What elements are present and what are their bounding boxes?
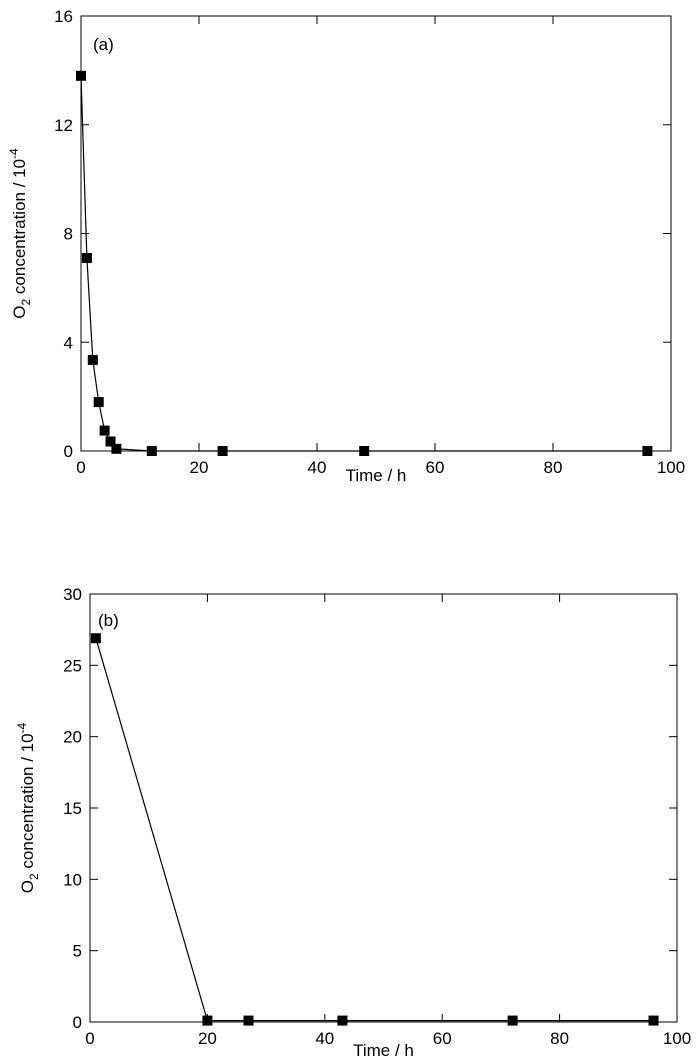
data-point xyxy=(90,633,101,644)
data-point xyxy=(81,252,92,263)
y-axis-label-subscript: 2 xyxy=(27,873,41,880)
y-tick-label: 25 xyxy=(63,656,82,675)
data-point xyxy=(507,1015,518,1026)
y-axis-label: O2 concentration / 10-4 xyxy=(15,722,41,893)
y-tick-label: 0 xyxy=(73,1013,82,1032)
data-point xyxy=(642,446,653,456)
x-tick-label: 40 xyxy=(315,1029,334,1048)
y-tick-label: 30 xyxy=(63,585,82,604)
y-axis-label-superscript: -4 xyxy=(15,722,29,733)
y-tick-label: 20 xyxy=(63,728,82,747)
x-tick-label: 0 xyxy=(85,1029,94,1048)
x-tick-label: 80 xyxy=(544,458,563,477)
data-point xyxy=(105,436,116,447)
series-line xyxy=(80,75,648,452)
plot-frame xyxy=(89,593,678,1023)
y-axis-label: O2 concentration / 10-4 xyxy=(7,148,33,319)
y-tick-label: 0 xyxy=(64,442,73,461)
x-tick-label: 100 xyxy=(663,1029,691,1048)
y-tick-label: 10 xyxy=(63,870,82,889)
data-point xyxy=(359,446,370,456)
x-axis-label: Time / h xyxy=(353,1041,414,1060)
x-tick-label: 0 xyxy=(76,458,85,477)
data-point xyxy=(202,1015,213,1026)
data-point xyxy=(217,446,228,456)
y-tick-label: 8 xyxy=(64,225,73,244)
panel-label: (a) xyxy=(93,35,114,54)
y-tick-label: 15 xyxy=(63,799,82,818)
data-point xyxy=(146,446,157,456)
chart-panel-b: 0 20 40 60 80 100 0 5 10 15 20 25 30 Time / h O2 conce… xyxy=(15,585,691,1060)
y-axis-label-prefix: O xyxy=(18,880,37,893)
data-point xyxy=(648,1015,659,1026)
y-tick-label: 4 xyxy=(64,333,73,352)
y-tick-label: 12 xyxy=(54,116,73,135)
plot-frame xyxy=(80,15,672,452)
y-axis-label-prefix: O xyxy=(10,306,29,319)
x-tick-label: 20 xyxy=(198,1029,217,1048)
y-axis-label-middle: concentration / 10 xyxy=(10,159,29,299)
x-tick-label: 20 xyxy=(190,458,209,477)
data-point xyxy=(337,1015,348,1026)
x-tick-label: 60 xyxy=(426,458,445,477)
y-axis-label-superscript: -4 xyxy=(7,148,21,159)
data-point xyxy=(93,397,104,408)
data-point xyxy=(87,354,98,365)
data-point xyxy=(243,1015,254,1026)
data-point xyxy=(99,425,110,436)
y-axis-label-middle: concentration / 10 xyxy=(18,733,37,873)
data-point xyxy=(111,443,122,454)
x-tick-label: 80 xyxy=(550,1029,569,1048)
y-tick-label: 5 xyxy=(73,942,82,961)
chart-panel-a: 0 20 40 60 80 100 0 4 8 12 16 Time / h O2 concentrat… xyxy=(7,7,685,485)
y-axis-label-subscript: 2 xyxy=(19,299,33,306)
series-line xyxy=(95,638,654,1022)
data-point xyxy=(76,70,86,81)
x-tick-label: 60 xyxy=(433,1029,452,1048)
x-axis-label: Time / h xyxy=(346,466,407,485)
y-tick-label: 16 xyxy=(54,7,73,26)
x-tick-label: 100 xyxy=(657,458,685,477)
panel-label: (b) xyxy=(98,611,119,630)
x-tick-label: 40 xyxy=(308,458,327,477)
